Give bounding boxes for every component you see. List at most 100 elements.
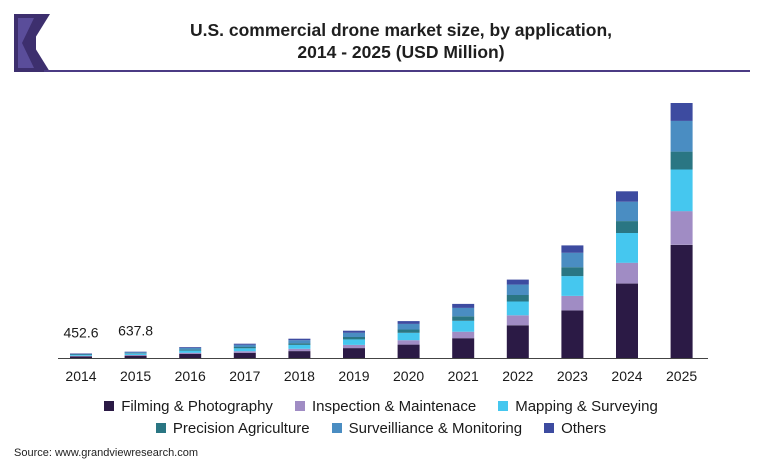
bar-2014-precision-agriculture	[70, 354, 92, 355]
legend-item-inspection-maintenace: Inspection & Maintenace	[294, 397, 477, 415]
bar-2016-others	[179, 347, 202, 348]
bar-2024-others	[616, 191, 638, 202]
legend-label: Inspection & Maintenace	[311, 397, 477, 415]
bar-2023-filming-photography	[561, 310, 584, 358]
legend-swatch	[331, 423, 342, 433]
bar-2016-inspection-maintenace	[179, 352, 202, 354]
bar-2018-precision-agriculture	[288, 343, 311, 345]
bar-2021-precision-agriculture	[452, 316, 475, 321]
data-label-2014: 452.6	[63, 325, 98, 341]
legend-item-filming-photography: Filming & Photography	[104, 398, 273, 415]
x-tick-label: 2019	[338, 368, 369, 384]
legend-item-mapping-surveying: Mapping & Surveying	[498, 398, 658, 415]
bars-group	[70, 103, 693, 358]
legend-label: Surveilliance & Monitoring	[348, 419, 523, 437]
data-label-2015: 637.8	[118, 323, 153, 339]
x-tick-label: 2025	[666, 368, 697, 384]
x-tick-labels: 2014 2015 2016 2017 2018 2019 2020 2021 2022 2023…	[65, 368, 697, 384]
bar-2019-inspection-maintenace	[343, 344, 365, 349]
bar-2016-mapping-surveying	[179, 350, 202, 353]
bar-2023-others	[561, 245, 584, 253]
bar-2023-surveilliance-monitoring	[561, 252, 584, 268]
bar-2015-others	[124, 351, 147, 353]
legend-item-others: Others	[544, 420, 606, 437]
data-labels: 452.6 637.8	[63, 323, 153, 341]
bar-2015-precision-agriculture	[124, 353, 147, 354]
bar-2017-surveilliance-monitoring	[233, 344, 256, 347]
bar-2015-filming-photography	[124, 355, 147, 358]
legend-item-surveilliance-monitoring: Surveilliance & Monitoring	[331, 419, 523, 437]
bar-2017-filming-photography	[233, 352, 256, 358]
bar-2018-surveilliance-monitoring	[288, 340, 311, 344]
bar-2018-inspection-maintenace	[288, 348, 311, 352]
bar-2025-precision-agriculture	[670, 151, 693, 170]
bar-2014-mapping-surveying	[70, 354, 92, 356]
bar-2014-surveilliance-monitoring	[70, 353, 92, 355]
bar-2019-precision-agriculture	[343, 337, 365, 340]
bar-2024-filming-photography	[616, 283, 638, 358]
bar-2025-surveilliance-monitoring	[670, 120, 693, 152]
bar-2016-precision-agriculture	[179, 349, 202, 351]
bar-2025-mapping-surveying	[670, 169, 693, 212]
bar-2020-inspection-maintenace	[397, 340, 420, 345]
chart-legend: Filming & Photography Inspection & Mainte…	[0, 396, 762, 440]
bar-2014-filming-photography	[70, 356, 92, 358]
bar-2021-surveilliance-monitoring	[452, 307, 475, 317]
x-tick-label: 2014	[65, 368, 96, 384]
bar-2022-mapping-surveying	[506, 301, 529, 316]
bar-2020-filming-photography	[397, 344, 420, 358]
bar-2014-inspection-maintenace	[70, 355, 92, 357]
bar-2018-mapping-surveying	[288, 344, 311, 349]
bar-2023-inspection-maintenace	[561, 296, 584, 311]
bar-2023-mapping-surveying	[561, 276, 584, 296]
bar-2024-precision-agriculture	[616, 221, 638, 233]
bar-2024-mapping-surveying	[616, 233, 638, 263]
legend-item-precision-agriculture: Precision Agriculture	[155, 420, 310, 437]
legend-row-2: Precision Agriculture Surveilliance & Mon…	[0, 418, 762, 438]
source-note: Source: www.grandviewresearch.com	[14, 447, 199, 459]
x-tick-label: 2021	[448, 368, 479, 384]
bar-2018-filming-photography	[288, 351, 311, 358]
chart-title-line-2: 2014 - 2025 (USD Million)	[297, 42, 505, 62]
bar-2022-inspection-maintenace	[506, 315, 529, 326]
bar-2021-inspection-maintenace	[452, 331, 475, 339]
bar-2015-inspection-maintenace	[124, 355, 147, 356]
bar-2020-precision-agriculture	[397, 329, 420, 333]
bar-2018-others	[288, 338, 311, 341]
legend-label: Filming & Photography	[121, 397, 273, 415]
bar-2025-others	[670, 103, 693, 121]
bar-2019-others	[343, 330, 365, 333]
header-divider	[44, 70, 750, 72]
bar-2019-mapping-surveying	[343, 339, 365, 345]
bar-2021-others	[452, 303, 475, 308]
bar-2017-others	[233, 343, 256, 345]
brand-logo-icon	[14, 14, 50, 72]
chart-title-line-1: U.S. commercial drone market size, by ap…	[189, 20, 613, 40]
bar-2022-precision-agriculture	[506, 295, 529, 302]
x-tick-label: 2022	[502, 368, 533, 384]
bar-2017-precision-agriculture	[233, 347, 256, 349]
bar-2020-surveilliance-monitoring	[397, 323, 420, 330]
legend-swatch	[104, 401, 115, 411]
x-tick-label: 2016	[175, 368, 206, 384]
legend-swatch	[544, 423, 555, 433]
bar-2022-others	[506, 279, 529, 285]
bar-2021-mapping-surveying	[452, 320, 475, 332]
bar-2025-inspection-maintenace	[670, 211, 693, 245]
legend-label: Others	[561, 419, 607, 437]
stacked-bar-chart: 2014 2015 2016 2017 2018 2019 2020 2021 2022 2023…	[58, 103, 708, 384]
legend-label: Mapping & Surveying	[515, 397, 658, 415]
legend-swatch	[498, 401, 509, 411]
x-tick-label: 2023	[557, 368, 588, 384]
bar-2016-filming-photography	[179, 354, 202, 358]
bar-2025-filming-photography	[670, 244, 693, 358]
bar-2019-surveilliance-monitoring	[343, 332, 365, 337]
x-tick-label: 2015	[120, 368, 151, 384]
bar-2022-surveilliance-monitoring	[506, 284, 529, 295]
bar-2022-filming-photography	[506, 325, 529, 358]
bar-2024-inspection-maintenace	[616, 262, 638, 284]
x-tick-label: 2018	[284, 368, 315, 384]
bar-2016-surveilliance-monitoring	[179, 347, 202, 350]
bar-2017-inspection-maintenace	[233, 351, 256, 353]
bar-2021-filming-photography	[452, 338, 475, 358]
